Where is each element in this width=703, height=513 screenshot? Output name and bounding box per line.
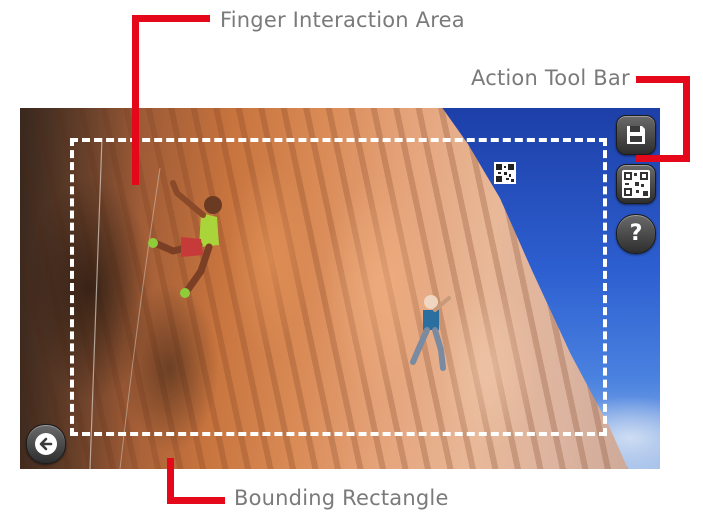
qr-marker	[494, 162, 516, 184]
question-mark-icon: ?	[629, 221, 643, 246]
qr-code-button[interactable]	[616, 164, 656, 204]
action-tool-bar-label: Action Tool Bar	[471, 66, 630, 90]
finger-area-callout-horizontal	[132, 15, 210, 22]
finger-area-callout-vertical	[132, 15, 139, 185]
bounding-rectangle	[70, 138, 607, 436]
climbing-photo	[20, 108, 660, 469]
qr-code-icon	[622, 170, 650, 198]
bounding-callout-vertical	[167, 458, 174, 504]
toolbar-callout-top	[636, 76, 690, 83]
finger-interaction-area-label: Finger Interaction Area	[220, 8, 465, 32]
back-button[interactable]	[26, 424, 66, 464]
toolbar-callout-right	[683, 76, 690, 162]
climber-left	[148, 180, 222, 298]
bounding-rectangle-label: Bounding Rectangle	[234, 486, 449, 510]
rock-shadow	[20, 108, 140, 469]
ropes	[89, 137, 161, 469]
climber-right	[410, 295, 451, 371]
save-button[interactable]	[616, 115, 656, 155]
bounding-callout-horizontal	[167, 497, 225, 504]
floppy-disk-icon	[627, 126, 645, 144]
arrow-left-icon	[35, 433, 57, 455]
help-button[interactable]: ?	[616, 214, 656, 254]
toolbar-callout-bottom	[636, 155, 690, 162]
